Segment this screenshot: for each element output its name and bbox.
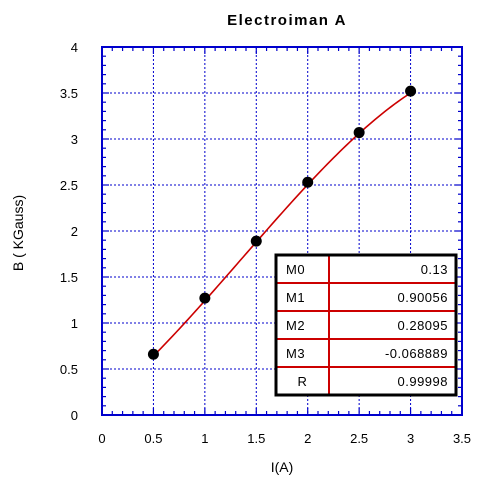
y-tick-labels: 0 0.5 1 1.5 2 2.5 3 3.5 4 [60, 40, 78, 423]
data-point [353, 127, 365, 139]
x-tick-label: 1.5 [247, 431, 265, 446]
fit-table-border [274, 253, 458, 397]
x-tick-label: 1 [201, 431, 208, 446]
fit-curve [152, 92, 412, 357]
fit-parameter-label: M3 [286, 346, 305, 361]
y-tick-label: 0 [71, 408, 78, 423]
y-tick-label: 3.5 [60, 86, 78, 101]
fit-parameter-label: M2 [286, 318, 305, 333]
data-point [250, 235, 262, 247]
y-tick-label: 2.5 [60, 178, 78, 193]
x-tick-label: 2.5 [350, 431, 368, 446]
fit-results-table: M0 0.13 M1 0.90056 M2 0.28095 M3 -0.068889 R 0.99… [274, 253, 458, 397]
fit-parameter-label: M0 [286, 262, 305, 277]
y-tick-label: 3 [71, 132, 78, 147]
data-points [147, 85, 417, 360]
x-axis-label: I(A) [271, 459, 294, 475]
plot-frame [101, 46, 463, 416]
y-tick-label: 2 [71, 224, 78, 239]
y-tick-label: 0.5 [60, 362, 78, 377]
x-tick-label: 0.5 [144, 431, 162, 446]
data-point [405, 85, 417, 97]
y-axis-label: B ( KGauss) [10, 195, 26, 271]
fit-parameter-value: 0.28095 [398, 318, 449, 333]
fit-parameter-value: 0.90056 [398, 290, 449, 305]
fit-parameter-label: M1 [286, 290, 305, 305]
x-tick-label: 3 [407, 431, 414, 446]
fit-parameter-value: 0.99998 [398, 374, 449, 389]
x-tick-labels: 0 0.5 1 1.5 2 2.5 3 3.5 [98, 431, 471, 446]
fit-parameter-label: R [298, 374, 308, 389]
data-point [199, 292, 211, 304]
y-tick-label: 1.5 [60, 270, 78, 285]
x-tick-label: 2 [304, 431, 311, 446]
data-point [302, 176, 314, 188]
y-tick-label: 4 [71, 40, 78, 55]
x-tick-label: 0 [98, 431, 105, 446]
data-point [147, 348, 159, 360]
fit-parameter-value: -0.068889 [385, 346, 448, 361]
fit-parameter-value: 0.13 [421, 262, 448, 277]
chart-title: Electroiman A [227, 12, 347, 29]
x-tick-label: 3.5 [453, 431, 471, 446]
y-tick-label: 1 [71, 316, 78, 331]
